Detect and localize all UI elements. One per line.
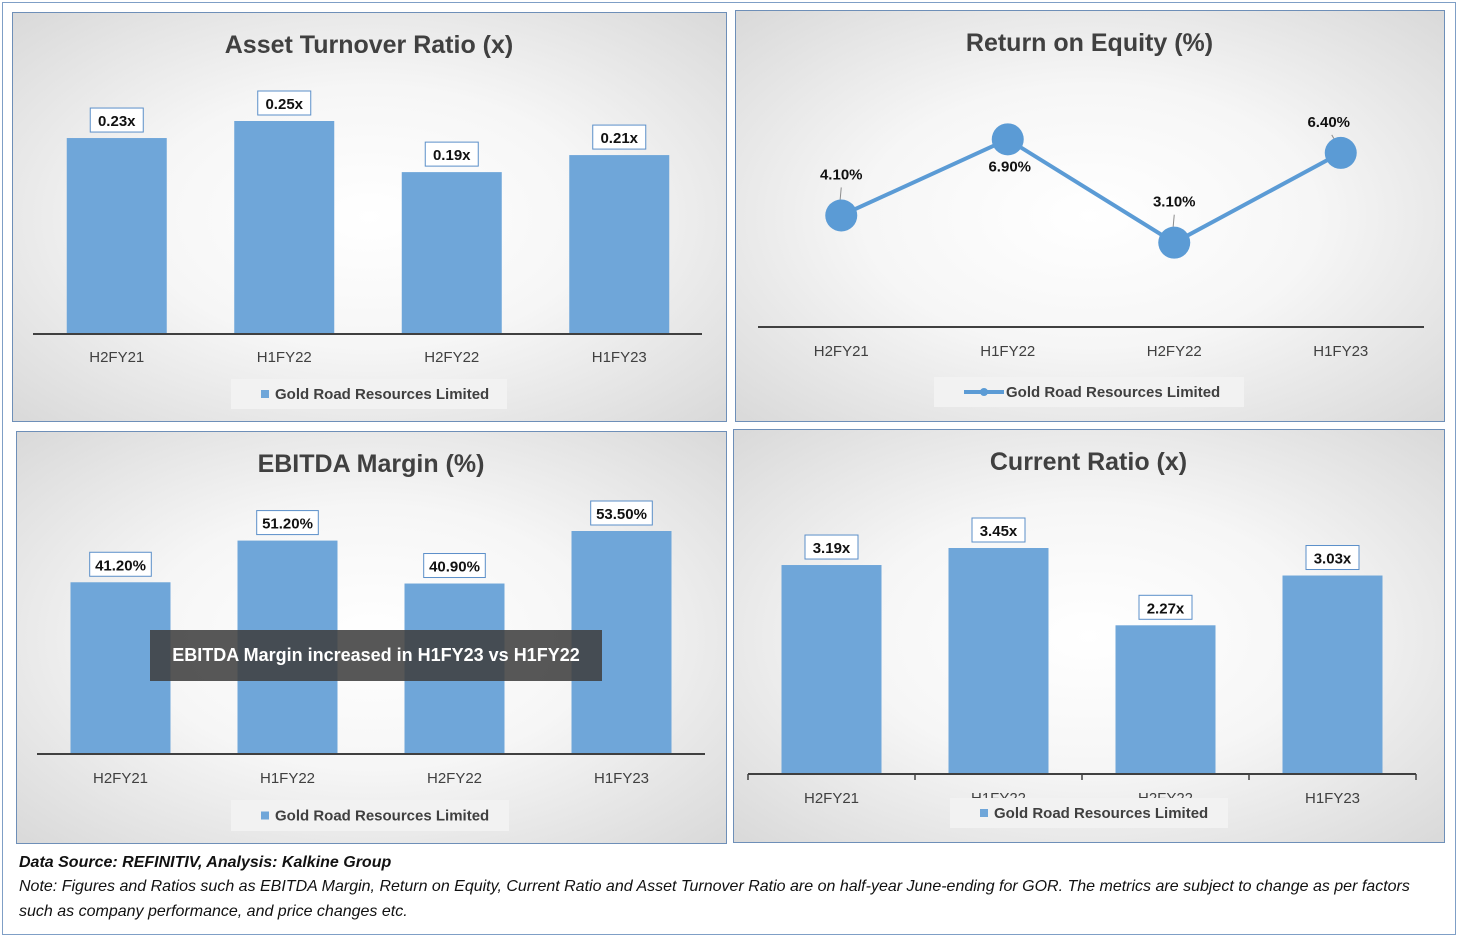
asset-turnover-chart: Asset Turnover Ratio (x) 0.23x 0.25x 0.19x 0… (12, 12, 727, 422)
tick-label: H2FY22 (427, 770, 482, 787)
bar-h1fy23 (569, 155, 670, 334)
tick-label: H2FY21 (804, 790, 859, 807)
data-label: 6.90% (988, 158, 1031, 175)
data-label: 2.27x (1147, 600, 1185, 617)
return-on-equity-svg: Return on Equity (%) 4.10% 6.90% 3.10% 6.40%… (758, 29, 1424, 407)
legend-swatch (980, 809, 988, 817)
data-source: Data Source: REFINITIV, Analysis: Kalkin… (19, 854, 392, 871)
data-label-box (1305, 545, 1360, 571)
data-label-box (257, 90, 312, 116)
data-label: 4.10% (820, 166, 863, 183)
data-label: 6.40% (1307, 114, 1350, 131)
data-label-box (590, 500, 653, 526)
return-on-equity-chart: Return on Equity (%) 4.10% 6.90% 3.10% 6.40%… (735, 10, 1445, 422)
legend-label: Gold Road Resources Limited (275, 808, 489, 825)
tick-label: H2FY22 (1147, 343, 1202, 360)
marker-h2fy22 (1158, 226, 1191, 259)
data-label-box (971, 517, 1026, 543)
bar-h2fy21 (66, 138, 167, 334)
bar-h2fy22 (1115, 625, 1216, 774)
chart-title: EBITDA Margin (%) (258, 450, 485, 478)
footer-note: Note: Figures and Ratios such as EBITDA … (19, 878, 1410, 920)
legend (231, 379, 507, 409)
tick-label: H1FY22 (257, 349, 312, 366)
tick-label: H1FY23 (1313, 343, 1368, 360)
chart-title: Return on Equity (%) (966, 29, 1213, 57)
data-label: 3.03x (1314, 551, 1352, 568)
tick-label: H1FY23 (1305, 790, 1360, 807)
legend-label: Gold Road Resources Limited (1006, 384, 1220, 401)
data-label: 0.23x (98, 113, 136, 130)
data-label: 51.20% (262, 516, 313, 533)
tick-label: H2FY21 (89, 349, 144, 366)
tick-label: H2FY21 (814, 343, 869, 360)
ebitda-margin-chart: EBITDA Margin (%) 41.20% 51.20% 40.90% 53.50… (16, 431, 727, 844)
data-label-box (592, 124, 647, 150)
bar-h2fy21 (781, 565, 882, 774)
data-label: 53.50% (596, 506, 647, 523)
tick-label: H2FY21 (93, 770, 148, 787)
ebitda-annotation: EBITDA Margin increased in H1FY23 vs H1F… (150, 630, 602, 681)
footer-notes: Data Source: REFINITIV, Analysis: Kalkin… (19, 852, 1439, 924)
data-label-box (89, 107, 144, 133)
data-label-box (256, 510, 319, 536)
current-ratio-svg: Current Ratio (x) 3.19x 3.45x 2.27x 3.03x H2F… (747, 448, 1417, 828)
data-label: 40.90% (429, 559, 480, 576)
tick-label: H1FY22 (980, 343, 1035, 360)
legend (950, 798, 1228, 828)
current-ratio-chart: Current Ratio (x) 3.19x 3.45x 2.27x 3.03x H2F… (733, 429, 1445, 843)
legend-swatch (261, 811, 269, 820)
marker-h1fy22 (991, 123, 1024, 156)
data-label-box (804, 534, 859, 560)
tick-label: H1FY22 (260, 770, 315, 787)
bar-h1fy22 (948, 548, 1049, 774)
data-label: 0.21x (600, 130, 638, 147)
chart-title: Asset Turnover Ratio (x) (225, 31, 513, 59)
roe-line (840, 137, 1342, 245)
marker-h2fy21 (825, 199, 858, 232)
data-label-box (89, 551, 152, 577)
tick-label: H1FY23 (594, 770, 649, 787)
marker-h1fy23 (1324, 136, 1357, 169)
asset-turnover-svg: Asset Turnover Ratio (x) 0.23x 0.25x 0.19x 0… (33, 31, 702, 409)
data-label: 0.19x (433, 147, 471, 164)
data-label: 3.10% (1153, 194, 1196, 211)
bar-h1fy22 (234, 121, 335, 334)
chart-title: Current Ratio (x) (990, 448, 1187, 476)
legend-label: Gold Road Resources Limited (275, 386, 489, 403)
data-label: 0.25x (265, 96, 303, 113)
legend-marker-swatch (980, 388, 988, 396)
data-label-box (424, 141, 479, 167)
data-label-box (423, 553, 486, 579)
data-label: 41.20% (95, 557, 146, 574)
data-label: 3.19x (813, 540, 851, 557)
bar-h2fy22 (401, 172, 502, 334)
bar-h1fy23 (1282, 575, 1383, 774)
tick-label: H2FY22 (424, 349, 479, 366)
tick-label: H1FY23 (592, 349, 647, 366)
legend-swatch (261, 390, 269, 398)
legend-label: Gold Road Resources Limited (994, 805, 1208, 822)
data-label: 3.45x (980, 523, 1018, 540)
data-label-box (1138, 594, 1193, 620)
legend (231, 800, 509, 831)
